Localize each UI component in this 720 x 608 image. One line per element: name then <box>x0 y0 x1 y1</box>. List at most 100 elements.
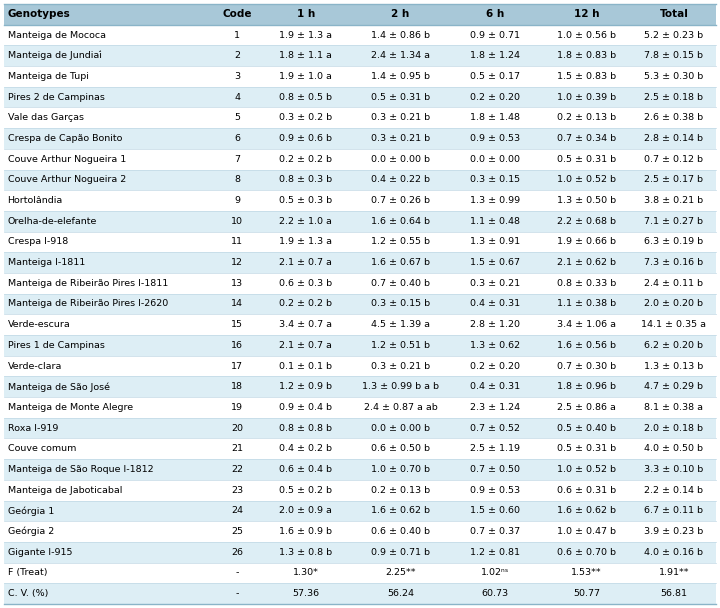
Bar <box>4 335 716 356</box>
Text: 21: 21 <box>231 444 243 454</box>
Bar <box>4 149 716 170</box>
Text: 1.3 ± 0.99 b a b: 1.3 ± 0.99 b a b <box>362 382 439 392</box>
Text: 1.3 ± 0.13 b: 1.3 ± 0.13 b <box>644 362 703 370</box>
Bar <box>4 87 716 108</box>
Text: Geórgia 1: Geórgia 1 <box>8 506 54 516</box>
Text: 7.8 ± 0.15 b: 7.8 ± 0.15 b <box>644 51 703 60</box>
Text: 1.3 ± 0.99: 1.3 ± 0.99 <box>470 196 521 205</box>
Text: 0.4 ± 0.31: 0.4 ± 0.31 <box>470 382 521 392</box>
Bar <box>4 521 716 542</box>
Text: 5: 5 <box>234 113 240 122</box>
Text: 50.77: 50.77 <box>573 589 600 598</box>
Text: Verde-clara: Verde-clara <box>8 362 62 370</box>
Text: Manteiga de Jundiaí: Manteiga de Jundiaí <box>8 51 102 60</box>
Text: Roxa I-919: Roxa I-919 <box>8 424 58 433</box>
Text: 56.81: 56.81 <box>660 589 688 598</box>
Text: 3: 3 <box>234 72 240 81</box>
Text: 0.3 ± 0.2 b: 0.3 ± 0.2 b <box>279 113 333 122</box>
Text: 2.8 ± 0.14 b: 2.8 ± 0.14 b <box>644 134 703 143</box>
Text: 1.9 ± 1.0 a: 1.9 ± 1.0 a <box>279 72 333 81</box>
Text: 0.9 ± 0.53: 0.9 ± 0.53 <box>470 486 521 495</box>
Text: 1.9 ± 0.66 b: 1.9 ± 0.66 b <box>557 238 616 246</box>
Bar <box>4 4 716 25</box>
Text: 0.2 ± 0.13 b: 0.2 ± 0.13 b <box>371 486 430 495</box>
Text: 0.1 ± 0.1 b: 0.1 ± 0.1 b <box>279 362 333 370</box>
Text: Vale das Garças: Vale das Garças <box>8 113 84 122</box>
Text: 0.5 ± 0.31 b: 0.5 ± 0.31 b <box>557 154 616 164</box>
Text: Gigante I-915: Gigante I-915 <box>8 548 72 557</box>
Text: 60.73: 60.73 <box>482 589 509 598</box>
Bar <box>4 46 716 66</box>
Bar <box>4 170 716 190</box>
Text: 2 h: 2 h <box>392 9 410 19</box>
Text: 0.5 ± 0.3 b: 0.5 ± 0.3 b <box>279 196 333 205</box>
Bar <box>4 562 716 583</box>
Text: Crespa de Capão Bonito: Crespa de Capão Bonito <box>8 134 122 143</box>
Bar <box>4 376 716 397</box>
Text: 2.4 ± 0.11 b: 2.4 ± 0.11 b <box>644 279 703 288</box>
Text: 25: 25 <box>231 527 243 536</box>
Text: 57.36: 57.36 <box>292 589 320 598</box>
Text: 0.7 ± 0.52: 0.7 ± 0.52 <box>470 424 521 433</box>
Bar <box>4 273 716 294</box>
Bar <box>4 583 716 604</box>
Text: 0.6 ± 0.31 b: 0.6 ± 0.31 b <box>557 486 616 495</box>
Text: 4.7 ± 0.29 b: 4.7 ± 0.29 b <box>644 382 703 392</box>
Text: Verde-escura: Verde-escura <box>8 320 71 329</box>
Text: 2: 2 <box>234 51 240 60</box>
Text: 0.3 ± 0.15 b: 0.3 ± 0.15 b <box>371 300 430 308</box>
Text: Manteiga de Jaboticabal: Manteiga de Jaboticabal <box>8 486 122 495</box>
Text: 3.3 ± 0.10 b: 3.3 ± 0.10 b <box>644 465 703 474</box>
Text: 6.7 ± 0.11 b: 6.7 ± 0.11 b <box>644 506 703 516</box>
Text: Couve comum: Couve comum <box>8 444 76 454</box>
Text: 1.91**: 1.91** <box>659 568 689 578</box>
Text: 22: 22 <box>231 465 243 474</box>
Text: 1.6 ± 0.64 b: 1.6 ± 0.64 b <box>371 216 430 226</box>
Text: 8: 8 <box>234 175 240 184</box>
Text: Pires 2 de Campinas: Pires 2 de Campinas <box>8 92 104 102</box>
Text: 0.6 ± 0.3 b: 0.6 ± 0.3 b <box>279 279 333 288</box>
Text: 1.5 ± 0.67: 1.5 ± 0.67 <box>470 258 521 267</box>
Bar <box>4 314 716 335</box>
Text: 1.8 ± 1.1 a: 1.8 ± 1.1 a <box>279 51 333 60</box>
Text: 5.3 ± 0.30 b: 5.3 ± 0.30 b <box>644 72 703 81</box>
Text: 4.0 ± 0.16 b: 4.0 ± 0.16 b <box>644 548 703 557</box>
Text: 12 h: 12 h <box>574 9 599 19</box>
Bar <box>4 252 716 273</box>
Text: 4: 4 <box>234 92 240 102</box>
Bar <box>4 294 716 314</box>
Text: 0.5 ± 0.40 b: 0.5 ± 0.40 b <box>557 424 616 433</box>
Text: 1.3 ± 0.62: 1.3 ± 0.62 <box>470 341 521 350</box>
Text: 1.6 ± 0.56 b: 1.6 ± 0.56 b <box>557 341 616 350</box>
Text: 2.25**: 2.25** <box>385 568 416 578</box>
Text: 1.3 ± 0.8 b: 1.3 ± 0.8 b <box>279 548 333 557</box>
Text: 19: 19 <box>231 403 243 412</box>
Text: 6 h: 6 h <box>486 9 505 19</box>
Text: 2.8 ± 1.20: 2.8 ± 1.20 <box>470 320 521 329</box>
Text: Manteiga de Ribeirão Pires I-1811: Manteiga de Ribeirão Pires I-1811 <box>8 279 168 288</box>
Text: Manteiga de Tupi: Manteiga de Tupi <box>8 72 89 81</box>
Text: 2.4 ± 0.87 a ab: 2.4 ± 0.87 a ab <box>364 403 438 412</box>
Text: 2.0 ± 0.9 a: 2.0 ± 0.9 a <box>279 506 333 516</box>
Text: Geórgia 2: Geórgia 2 <box>8 527 54 536</box>
Text: 10: 10 <box>231 216 243 226</box>
Text: 0.0 ± 0.00: 0.0 ± 0.00 <box>470 154 521 164</box>
Text: -: - <box>235 589 239 598</box>
Text: 7: 7 <box>234 154 240 164</box>
Bar <box>4 190 716 211</box>
Text: 1.9 ± 1.3 a: 1.9 ± 1.3 a <box>279 30 333 40</box>
Text: 1.6 ± 0.9 b: 1.6 ± 0.9 b <box>279 527 333 536</box>
Text: Couve Arthur Nogueira 1: Couve Arthur Nogueira 1 <box>8 154 126 164</box>
Text: 13: 13 <box>231 279 243 288</box>
Text: 0.9 ± 0.53: 0.9 ± 0.53 <box>470 134 521 143</box>
Text: 2.3 ± 1.24: 2.3 ± 1.24 <box>470 403 521 412</box>
Text: 1.0 ± 0.52 b: 1.0 ± 0.52 b <box>557 465 616 474</box>
Text: 0.9 ± 0.6 b: 0.9 ± 0.6 b <box>279 134 333 143</box>
Text: 0.5 ± 0.31 b: 0.5 ± 0.31 b <box>557 444 616 454</box>
Text: Total: Total <box>660 9 688 19</box>
Text: 0.3 ± 0.21 b: 0.3 ± 0.21 b <box>371 113 430 122</box>
Text: 6.2 ± 0.20 b: 6.2 ± 0.20 b <box>644 341 703 350</box>
Text: Manteiga de Mococa: Manteiga de Mococa <box>8 30 106 40</box>
Bar <box>4 128 716 149</box>
Text: 2.5 ± 1.19: 2.5 ± 1.19 <box>470 444 521 454</box>
